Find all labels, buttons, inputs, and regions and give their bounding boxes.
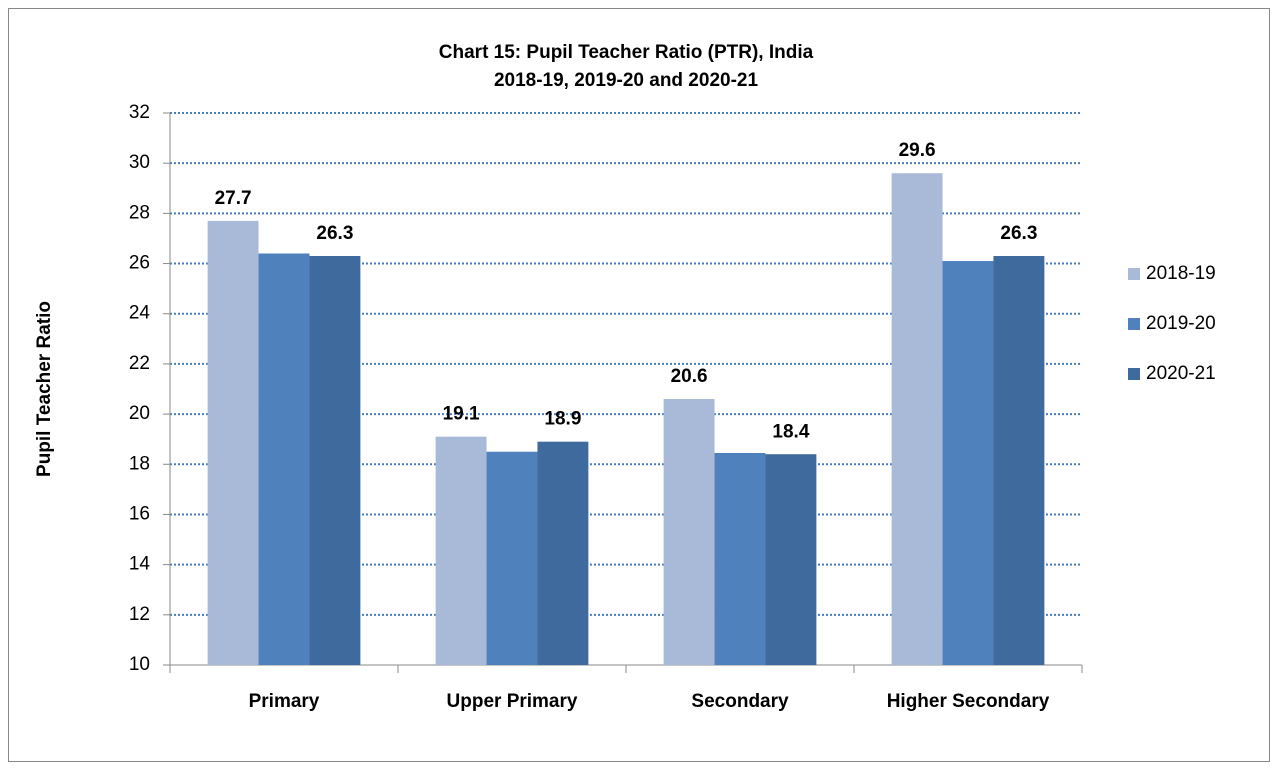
y-tick-label: 24	[129, 303, 151, 324]
chart-title: Chart 15: Pupil Teacher Ratio (PTR), Ind…	[439, 42, 814, 63]
y-tick-label: 14	[129, 554, 151, 575]
legend-label: 2019-20	[1146, 313, 1216, 334]
x-tick-label: Higher Secondary	[887, 691, 1050, 712]
bar	[435, 436, 487, 665]
y-tick-label: 10	[129, 654, 150, 675]
y-tick-label: 22	[129, 353, 150, 374]
bar	[765, 454, 817, 665]
data-label: 29.6	[899, 140, 936, 161]
y-tick-label: 18	[129, 453, 150, 474]
y-tick-label: 26	[129, 253, 150, 274]
y-tick-label: 30	[129, 152, 150, 173]
legend-swatch	[1128, 268, 1140, 280]
chart-subtitle: 2018-19, 2019-20 and 2020-21	[494, 70, 759, 91]
bar	[891, 173, 943, 665]
y-tick-label: 16	[129, 503, 150, 524]
data-label: 19.1	[443, 404, 480, 425]
bar	[309, 256, 361, 665]
bar	[537, 441, 589, 665]
legend-label: 2020-21	[1146, 363, 1216, 384]
legend-swatch	[1128, 368, 1140, 380]
data-label: 26.3	[1000, 223, 1037, 244]
data-label: 27.7	[215, 188, 252, 209]
x-tick-label: Upper Primary	[447, 691, 578, 712]
data-label: 18.4	[772, 421, 809, 442]
y-tick-label: 32	[129, 102, 150, 123]
bar	[714, 452, 766, 665]
bar	[486, 451, 538, 665]
y-tick-label: 12	[129, 604, 150, 625]
data-label: 18.9	[544, 409, 581, 430]
bar	[942, 261, 994, 665]
legend-label: 2018-19	[1146, 263, 1216, 284]
legend-swatch	[1128, 318, 1140, 330]
y-axis-title: Pupil Teacher Ratio	[34, 301, 55, 477]
x-tick-label: Secondary	[691, 691, 789, 712]
data-label: 26.3	[316, 223, 353, 244]
bar	[663, 399, 715, 665]
bar	[207, 220, 259, 665]
bar	[258, 253, 310, 665]
x-tick-label: Primary	[249, 691, 320, 712]
y-tick-label: 28	[129, 202, 150, 223]
y-tick-label: 20	[129, 403, 150, 424]
data-label: 20.6	[671, 366, 708, 387]
bar	[993, 256, 1045, 665]
chart-border	[8, 8, 1270, 762]
